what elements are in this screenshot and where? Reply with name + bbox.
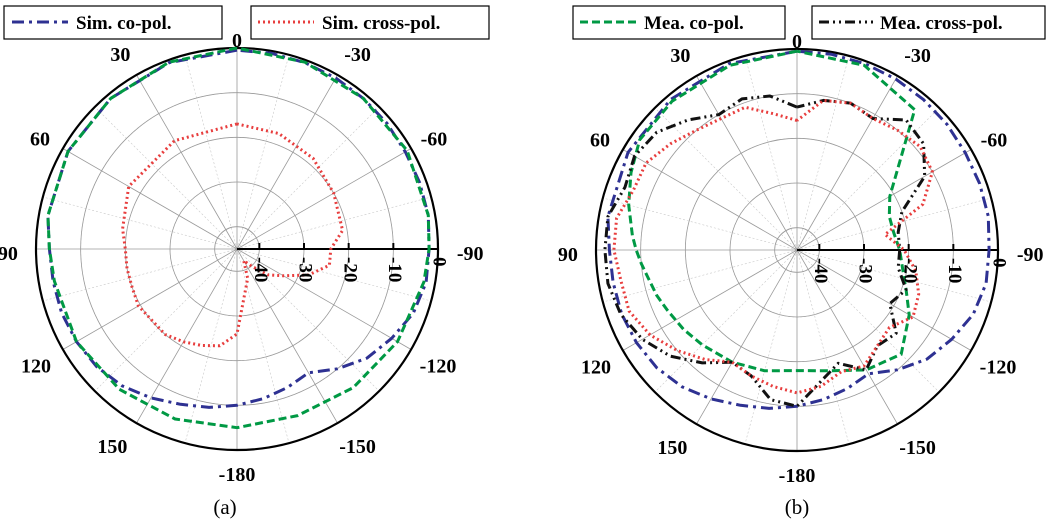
legend-item-mea-cross-pol[interactable]: Mea. cross-pol. <box>811 5 1046 40</box>
polar-grid-b <box>594 47 1000 453</box>
radial-tick-label: -10 <box>384 257 405 282</box>
legend-label-mea-cross-pol: Mea. cross-pol. <box>880 13 1003 34</box>
angle-tick-labels-b: 0 -30 -60 -90 -120 -150 -180 150 120 90 60 30 <box>558 31 1044 487</box>
legend-b: Mea. co-pol. Mea. cross-pol. <box>572 5 1046 40</box>
radial-tick-label: -40 <box>250 257 271 282</box>
radial-tick-label: 0 <box>989 258 1010 268</box>
legend-label-sim-cross-pol: Sim. cross-pol. <box>322 13 440 34</box>
radial-tick-label: -30 <box>855 258 876 283</box>
series-line-mea-co-pol <box>627 49 917 373</box>
polar-chart-b: -40 -30 -20 -10 0 0 -30 -60 -90 -120 -150 -180 150 1… <box>558 31 1044 519</box>
legend-item-sim-cross-pol[interactable]: Sim. cross-pol. <box>250 5 490 40</box>
series-line-sim-cross-pol <box>612 98 934 395</box>
angle-tick-label: 120 <box>581 357 611 379</box>
angle-tick-label: -90 <box>457 243 484 265</box>
series-line-mea-co-pol <box>46 46 431 430</box>
legend-label-mea-co-pol: Mea. co-pol. <box>644 13 744 34</box>
angle-tick-label: 0 <box>232 30 242 52</box>
radial-tick-label: -30 <box>295 257 316 282</box>
series-layer-b <box>603 49 991 410</box>
angle-tick-label: 150 <box>97 436 127 458</box>
angle-tick-label: -120 <box>980 357 1017 379</box>
angle-tick-label: -60 <box>421 128 448 150</box>
angle-tick-label: -90 <box>1017 244 1044 266</box>
angle-tick-label: -150 <box>339 436 376 458</box>
series-line-sim-co-pol <box>606 49 991 410</box>
angle-tick-label: 90 <box>558 244 578 266</box>
caption-a: (a) <box>213 495 236 519</box>
angle-tick-label: -30 <box>904 45 931 67</box>
radial-tick-label: -40 <box>810 258 831 283</box>
legend-label-sim-co-pol: Sim. co-pol. <box>76 13 172 34</box>
angle-tick-label: 60 <box>590 129 610 151</box>
angle-tick-label: 120 <box>21 356 51 378</box>
legend-item-sim-co-pol[interactable]: Sim. co-pol. <box>3 5 223 40</box>
polar-grid-a <box>34 46 440 452</box>
angle-tick-label: 60 <box>30 128 50 150</box>
radial-tick-labels-b: -40 -30 -20 -10 0 <box>810 258 1010 283</box>
series-line-sim-cross-pol <box>121 122 345 348</box>
angle-tick-label: -120 <box>420 356 457 378</box>
angle-tick-label: 150 <box>657 437 687 459</box>
radial-tick-label: 0 <box>429 257 450 267</box>
radial-tick-label: -10 <box>944 258 965 283</box>
radial-tick-labels-a: -40 -30 -20 -10 0 <box>250 257 450 282</box>
legend-item-mea-co-pol[interactable]: Mea. co-pol. <box>572 5 786 40</box>
angle-tick-label: 30 <box>110 44 130 66</box>
radial-tick-label: -20 <box>899 258 920 283</box>
angle-tick-label: 30 <box>670 45 690 67</box>
angle-tick-label: -60 <box>981 129 1008 151</box>
angle-tick-label: -180 <box>219 464 256 486</box>
angle-tick-label: -30 <box>344 44 371 66</box>
radial-tick-label: -20 <box>339 257 360 282</box>
angle-tick-label: -180 <box>779 465 816 487</box>
polar-chart-a: -40 -30 -20 -10 0 0 -30 -60 -90 -120 -150 -180 150 1… <box>0 30 483 519</box>
caption-b: (b) <box>785 495 810 519</box>
angle-tick-labels-a: 0 -30 -60 -90 -120 -150 -180 150 120 90 60 30 <box>0 30 483 486</box>
angle-tick-label: 90 <box>0 243 18 265</box>
series-line-mea-cross-pol <box>603 94 927 408</box>
angle-tick-label: -150 <box>899 437 936 459</box>
legend-a: Sim. co-pol. Sim. cross-pol. <box>3 5 490 40</box>
series-layer-a <box>46 46 431 430</box>
angle-tick-label: 0 <box>792 31 802 53</box>
